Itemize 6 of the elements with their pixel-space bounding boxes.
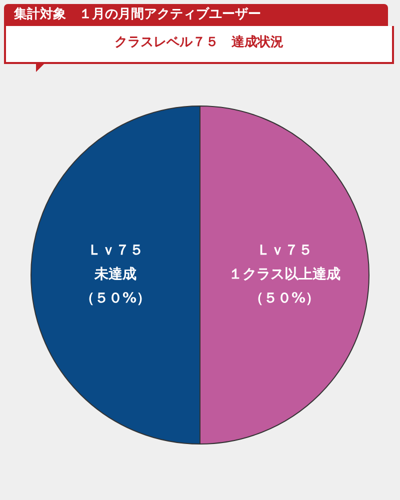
- slice-label: Ｌｖ７５未達成: [88, 242, 144, 283]
- chart-title: 集計対象 １月の月間アクティブユーザー: [4, 4, 388, 26]
- chart-subtitle: クラスレベル７５ 達成状況: [4, 26, 394, 64]
- data-label: （５０%）: [249, 290, 320, 307]
- slice-label: Ｌｖ７５１クラス以上達成: [228, 242, 340, 283]
- data-label: （５０%）: [80, 290, 151, 307]
